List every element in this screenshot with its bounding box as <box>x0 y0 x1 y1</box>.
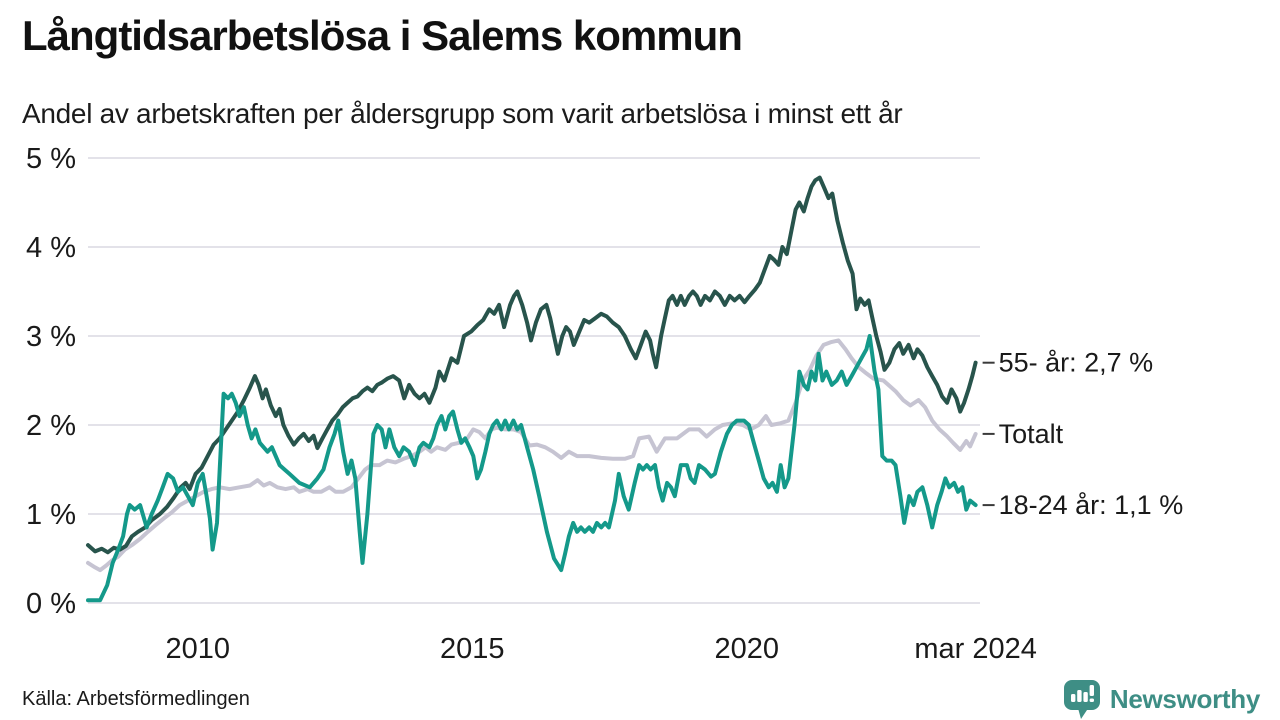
series-line-55-ar <box>86 175 978 555</box>
y-axis-label: 1 % <box>26 499 76 531</box>
newsworthy-wordmark: Newsworthy <box>1109 683 1260 714</box>
line-chart: 0 % 1 % 2 % 3 % 4 % 5 % 2010 2015 2020 mar 2024 To… <box>0 140 1280 670</box>
y-axis-label: 2 % <box>26 410 76 442</box>
x-axis-label: 2010 <box>166 633 231 665</box>
x-axis-label: mar 2024 <box>914 633 1037 665</box>
chart-subtitle: Andel av arbetskraften per åldersgrupp s… <box>22 98 903 129</box>
y-axis-label: 0 % <box>26 588 76 620</box>
chart-title: Långtidsarbetslösa i Salems kommun <box>22 12 743 59</box>
y-axis-label: 5 % <box>26 143 76 175</box>
x-axis-label: 2015 <box>440 633 505 665</box>
series-end-label-18-24-ar: 18-24 år: 1,1 % <box>999 490 1184 520</box>
y-axis-label: 4 % <box>26 232 76 264</box>
newsworthy-logo-icon <box>1063 680 1100 719</box>
y-axis-label: 3 % <box>26 321 76 353</box>
x-axis-label: 2020 <box>714 633 779 665</box>
series-end-label-55-ar: 55- år: 2,7 % <box>999 348 1154 378</box>
series-line-18-24-ar <box>86 334 978 603</box>
newsworthy-logo: Newsworthy <box>1062 678 1260 720</box>
series-end-label-totalt: Totalt <box>999 419 1064 449</box>
source-text: Källa: Arbetsförmedlingen <box>22 688 250 710</box>
chart-canvas: 0 % 1 % 2 % 3 % 4 % 5 % 2010 2015 2020 mar 2024 To… <box>26 143 1184 665</box>
